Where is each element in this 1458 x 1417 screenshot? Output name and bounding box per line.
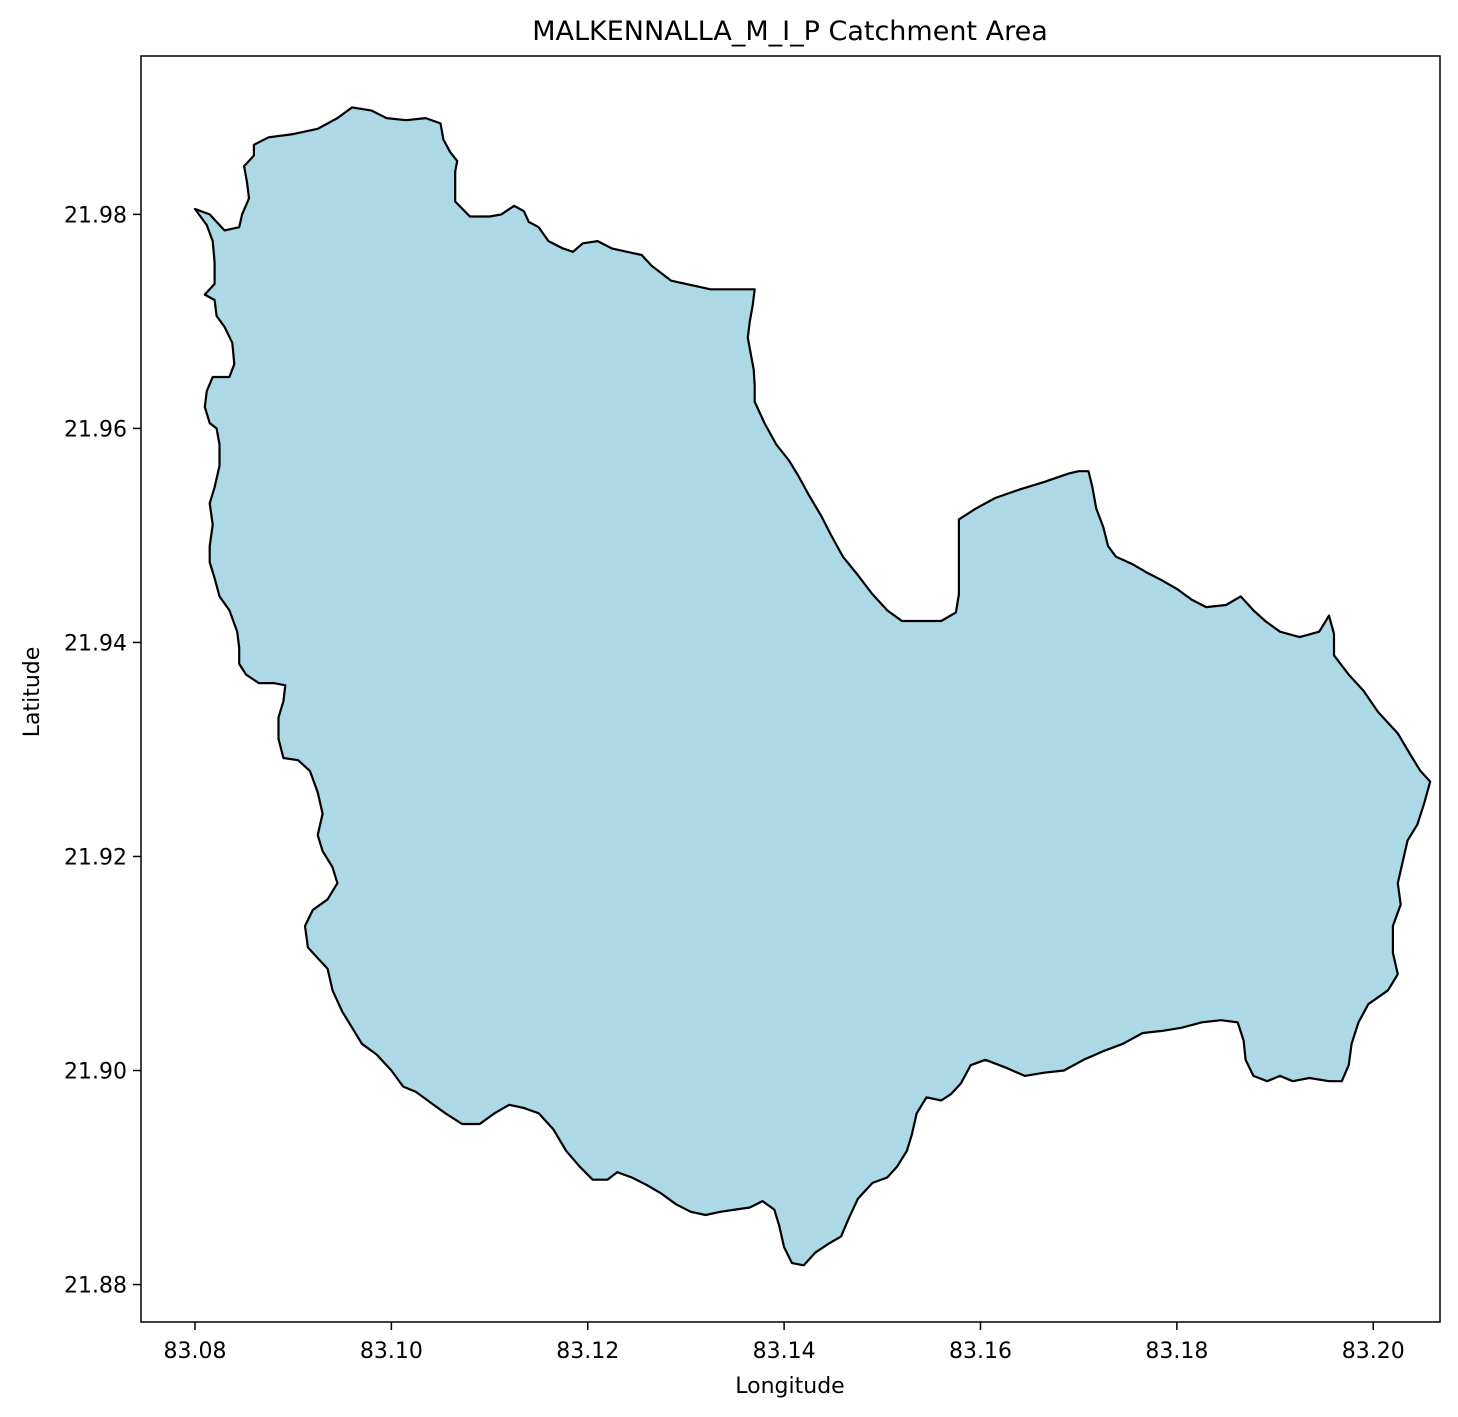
catchment-area-polygon: [193, 106, 1432, 1267]
y-axis-ticks: 21.88 21.90 21.92 21.94 21.96 21.98: [64, 203, 141, 1299]
plot-frame: [140, 55, 1441, 1323]
x-tick-label: 83.08: [164, 1339, 227, 1364]
y-tick-label: 21.92: [64, 845, 127, 870]
y-tick-label: 21.96: [64, 417, 127, 442]
x-tick-label: 83.10: [360, 1339, 423, 1364]
y-tick-label: 21.88: [64, 1274, 127, 1299]
x-axis-label: Longitude: [735, 1374, 844, 1399]
x-axis-ticks: 83.08 83.10 83.12 83.14 83.16 83.18 83.20: [164, 1322, 1405, 1364]
y-tick-label: 21.90: [64, 1060, 127, 1085]
x-tick-label: 83.14: [753, 1339, 816, 1364]
x-tick-label: 83.18: [1145, 1339, 1208, 1364]
y-tick-label: 21.98: [64, 203, 127, 228]
chart-title: MALKENNALLA_M_I_P Catchment Area: [532, 16, 1048, 47]
x-tick-label: 83.12: [556, 1339, 619, 1364]
y-axis-label: Latitude: [20, 647, 45, 738]
x-tick-label: 83.16: [949, 1339, 1012, 1364]
x-tick-label: 83.20: [1342, 1339, 1405, 1364]
y-tick-label: 21.94: [64, 631, 127, 656]
